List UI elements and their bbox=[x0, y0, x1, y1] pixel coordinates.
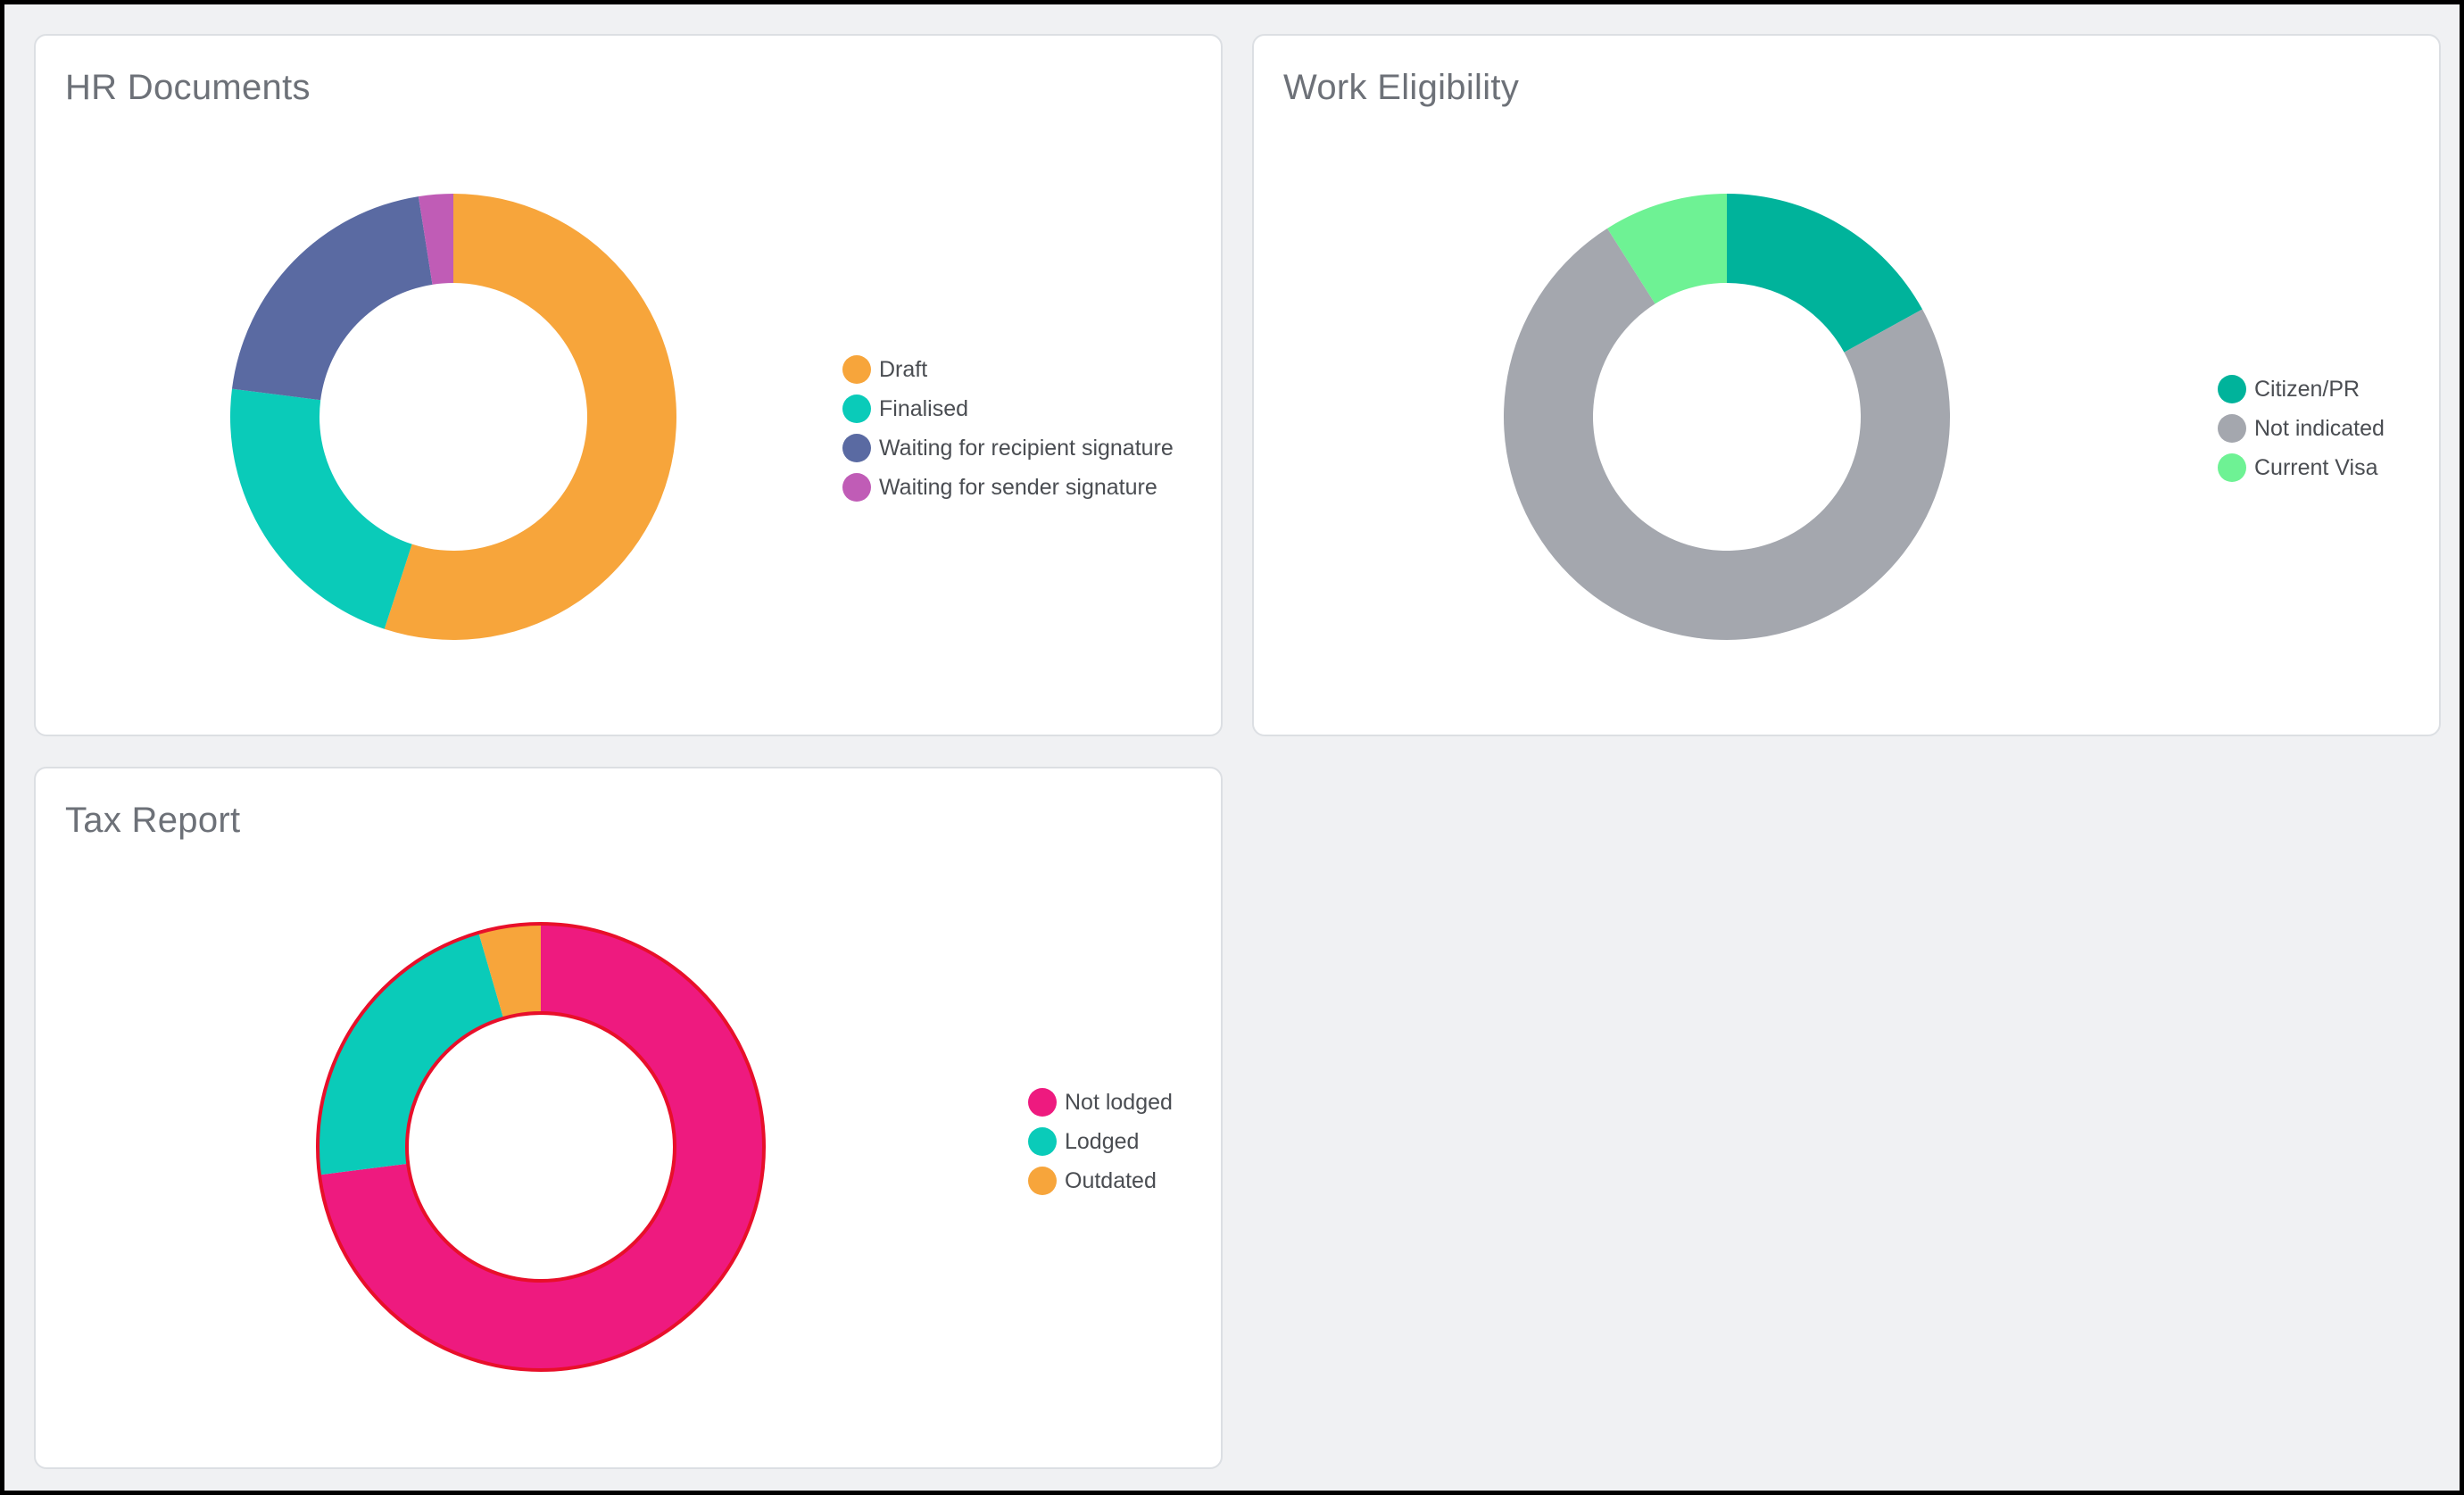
hr-documents-title: HR Documents bbox=[65, 68, 311, 107]
legend-swatch-icon bbox=[1028, 1127, 1057, 1156]
legend-swatch-icon bbox=[2218, 453, 2246, 482]
legend-swatch-icon bbox=[2218, 414, 2246, 443]
slice-current-visa[interactable] bbox=[1607, 194, 1727, 304]
slice-waiting-for-recipient-signature[interactable] bbox=[231, 196, 433, 401]
legend-item-outdated[interactable]: Outdated bbox=[1028, 1161, 1173, 1200]
tax-report-title: Tax Report bbox=[65, 801, 241, 840]
legend-item-not-indicated[interactable]: Not indicated bbox=[2218, 409, 2385, 448]
legend-item-current-visa[interactable]: Current Visa bbox=[2218, 448, 2385, 487]
legend-item-waiting-for-sender-signature[interactable]: Waiting for sender signature bbox=[842, 468, 1174, 507]
focus-ring-outer bbox=[316, 922, 766, 1372]
work-eligibility-legend: Citizen/PR Not indicated Current Visa bbox=[2218, 370, 2385, 487]
slice-lodged[interactable] bbox=[318, 932, 504, 1175]
hr-documents-donut-chart bbox=[230, 194, 676, 640]
legend-swatch-icon bbox=[1028, 1167, 1057, 1195]
legend-item-finalised[interactable]: Finalised bbox=[842, 389, 1174, 428]
slice-citizen-pr[interactable] bbox=[1727, 194, 1923, 353]
work-eligibility-card: Work Eligibility Citizen/PR Not indicated… bbox=[1252, 34, 2441, 736]
legend-item-not-lodged[interactable]: Not lodged bbox=[1028, 1083, 1173, 1122]
legend-item-lodged[interactable]: Lodged bbox=[1028, 1122, 1173, 1161]
slice-not-lodged[interactable] bbox=[319, 924, 764, 1370]
legend-swatch-icon bbox=[842, 355, 871, 384]
tax-report-donut-chart bbox=[316, 922, 766, 1372]
slice-draft[interactable] bbox=[384, 194, 676, 640]
focus-ring-inner bbox=[405, 1011, 676, 1283]
legend-swatch-icon bbox=[1028, 1088, 1057, 1117]
slice-finalised[interactable] bbox=[230, 388, 412, 629]
legend-label: Draft bbox=[879, 356, 928, 382]
legend-label: Waiting for sender signature bbox=[879, 474, 1157, 500]
work-eligibility-donut-chart bbox=[1504, 194, 1950, 640]
slice-waiting-for-sender-signature[interactable] bbox=[418, 194, 453, 285]
legend-label: Current Visa bbox=[2254, 454, 2378, 480]
legend-swatch-icon bbox=[842, 395, 871, 423]
slice-not-indicated[interactable] bbox=[1504, 228, 1950, 640]
legend-item-citizen-pr[interactable]: Citizen/PR bbox=[2218, 370, 2385, 409]
legend-label: Citizen/PR bbox=[2254, 376, 2360, 402]
legend-swatch-icon bbox=[842, 434, 871, 462]
legend-label: Outdated bbox=[1065, 1167, 1157, 1193]
legend-label: Finalised bbox=[879, 395, 969, 421]
hr-documents-legend: Draft Finalised Waiting for recipient sign… bbox=[842, 350, 1174, 507]
legend-swatch-icon bbox=[842, 473, 871, 502]
legend-label: Lodged bbox=[1065, 1128, 1140, 1154]
legend-label: Waiting for recipient signature bbox=[879, 435, 1174, 461]
hr-documents-card: HR Documents Draft Finalised Waiting for r… bbox=[34, 34, 1223, 736]
tax-report-card: Tax Report Not lodged Lodged Outdated bbox=[34, 767, 1223, 1469]
legend-label: Not lodged bbox=[1065, 1089, 1173, 1115]
legend-item-draft[interactable]: Draft bbox=[842, 350, 1174, 389]
legend-label: Not indicated bbox=[2254, 415, 2385, 441]
work-eligibility-title: Work Eligibility bbox=[1283, 68, 1520, 107]
slice-outdated[interactable] bbox=[478, 924, 541, 1018]
legend-swatch-icon bbox=[2218, 375, 2246, 403]
legend-item-waiting-for-recipient-signature[interactable]: Waiting for recipient signature bbox=[842, 428, 1174, 468]
tax-report-legend: Not lodged Lodged Outdated bbox=[1028, 1083, 1173, 1200]
